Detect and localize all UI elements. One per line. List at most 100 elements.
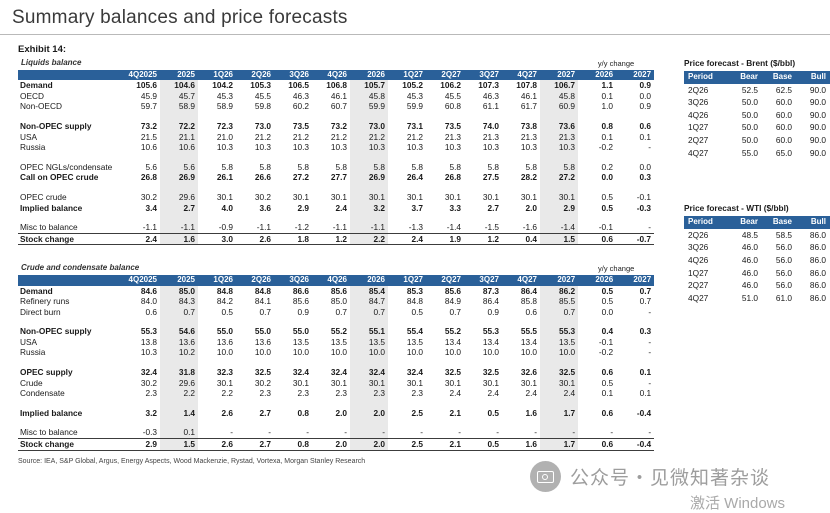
crude-balance-value-cell: 2.0 [312,438,350,451]
crude-balance-row: Refinery runs 84.0 84.3 84.2 84.1 85.6 85.0 84.… [18,296,654,307]
crude-balance-spacer-cell [426,358,464,367]
crude-balance-value-cell: 13.6 [216,336,233,347]
liquids-balance-col-header: 2Q27 [426,69,464,81]
liquids-balance-col-header: 2025 [160,69,198,81]
crude-balance-value-cell: 2.3 [335,388,347,399]
crude-balance-value-cell: 10.0 [292,347,309,358]
liquids-balance-spacer-cell [274,213,312,222]
liquids-balance-value-cell: 2.6 [236,232,274,246]
crude-balance-spacer-cell [502,358,540,367]
crude-balance-spacer-cell [578,418,616,427]
liquids-balance-value-cell: 105.3 [250,80,271,91]
liquids-balance-value-cell: 21.2 [330,131,347,142]
crude-balance-value-cell: 2.4 [487,388,499,399]
crude-balance-col-header: 4Q27 [502,274,540,286]
liquids-balance-spacer-cell [426,213,464,222]
crude-balance-value-cell: 13.6 [254,336,271,347]
crude-balance-value-cell: - [344,427,347,438]
brent-forecast-value-cell: 62.5 [775,84,792,95]
liquids-balance-value-cell: 46.1 [330,90,347,101]
wti-forecast-row: 3Q26 46.0 56.0 86.0 [684,241,830,254]
crude-balance-value-cell: 1.4 [160,407,198,419]
crude-balance-value-cell: 0.5 [464,438,502,451]
liquids-balance-value-cell: 21.2 [254,131,271,142]
liquids-balance-value-cell: 10.3 [216,142,233,153]
crude-balance-value-cell: 0.5 [487,407,499,418]
brent-forecast-value-cell: 90.0 [809,134,826,145]
liquids-balance-value-cell: 5.8 [221,161,233,172]
liquids-balance-spacer-cell [160,213,198,223]
crude-balance-spacer-cell [122,358,160,367]
brent-forecast-value-cell: 50.0 [741,97,758,108]
liquids-balance-value-cell: 74.0 [482,120,499,131]
windows-activation-watermark: 激活 Windows [690,495,786,512]
brent-forecast-period-cell: 2Q26 [688,84,709,95]
liquids-balance-value-cell: 46.3 [292,90,309,101]
liquids-balance-col-header: 2026 [578,69,617,81]
liquids-balance-value-cell: 45.3 [216,90,233,101]
crude-balance-spacer-cell [312,358,350,367]
liquids-balance-row: Non-OPEC supply 73.2 72.2 72.3 73.0 73.5 73.2 7… [18,120,654,132]
crude-balance-row: Direct burn 0.6 0.7 0.5 0.7 0.9 0.7 0.7 0.5 0.7 0.… [18,306,654,318]
liquids-balance-value-cell: 4.0 [221,202,233,213]
brent-forecast-period-cell: 1Q27 [688,122,709,133]
liquids-balance-value-cell: 5.8 [449,161,461,172]
liquids-balance-value-cell: 5.8 [525,161,537,172]
liquids-balance-value-cell: - [648,142,652,153]
crude-balance-value-cell: 84.7 [350,296,388,307]
crude-balance-row-label: Condensate [20,388,65,399]
liquids-balance-value-cell: 5.8 [297,161,309,172]
liquids-balance-value-cell: 10.3 [330,142,347,153]
liquids-balance-row-label: Demand [20,80,53,91]
brent-forecast-col-header: Base [762,71,796,84]
liquids-balance-value-cell: 30.1 [540,191,579,203]
crude-balance-value-cell: 0.1 [639,367,652,378]
liquids-balance-spacer-cell [198,213,236,222]
liquids-balance-value-cell: 30.1 [350,191,388,203]
wti-forecast-value-cell: 86.0 [809,242,826,253]
crude-balance-spacer-cell [274,317,312,326]
liquids-balance-spacer-cell [464,183,502,192]
crude-balance-value-cell: 10.0 [540,347,579,359]
crude-balance-value-cell: 0.6 [525,306,537,317]
crude-balance-value-cell: 0.8 [297,407,309,418]
liquids-balance-value-cell: 72.3 [216,120,233,131]
liquids-balance-value-cell: -1.1 [142,222,157,233]
liquids-balance-value-cell: 1.2 [312,232,350,246]
crude-balance-value-cell: 84.8 [254,285,271,296]
crude-balance-row: Implied balance 3.2 1.4 2.6 2.7 0.8 2.0 2.0 2.5 2… [18,407,654,419]
crude-balance-value-cell: 1.7 [540,438,579,451]
liquids-balance-value-cell: 10.3 [406,142,423,153]
liquids-balance-value-cell: 0.0 [639,90,652,101]
liquids-balance-value-cell: 30.1 [444,191,461,202]
crude-balance-value-cell: 31.8 [160,367,198,378]
liquids-balance-value-cell: 27.5 [482,172,499,183]
crude-balance-spacer-cell [160,317,198,327]
crude-balance-value-cell: 32.3 [216,367,233,378]
crude-balance-value-cell: 0.7 [540,306,579,318]
liquids-balance-spacer-cell [578,183,616,192]
liquids-balance-value-cell: 107.8 [516,80,537,91]
brent-forecast-row: 1Q27 50.0 60.0 90.0 [684,121,830,134]
exhibit-label: Exhibit 14: [18,44,67,55]
crude-balance-value-cell: 0.7 [449,306,461,317]
source-note: Source: IEA, S&P Global, Argus, Energy A… [18,457,366,465]
brent-forecast-period-cell: 4Q26 [688,109,709,120]
crude-balance-spacer-cell [312,317,350,326]
liquids-balance-value-cell: 0.0 [639,161,652,172]
wti-forecast-period-cell: 1Q27 [688,267,709,278]
crude-balance-value-cell: 30.1 [520,377,537,388]
liquids-balance-value-cell: 1.6 [160,232,198,246]
liquids-balance-value-cell: 27.2 [540,172,579,183]
liquids-balance-value-cell: 45.8 [350,90,388,102]
liquids-balance-value-cell: 21.1 [160,131,198,143]
crude-balance-table: Crude and condensate balance y/y change 4Q… [18,263,655,451]
wti-forecast-row: 4Q26 46.0 56.0 86.0 [684,254,830,267]
crude-balance-value-cell: 32.4 [406,367,423,378]
liquids-balance-value-cell: 2.4 [335,202,347,213]
liquids-balance-value-cell: 2.7 [160,202,198,214]
crude-balance-row-label: Demand [20,285,53,296]
brent-forecast-row: 3Q26 50.0 60.0 90.0 [684,96,830,109]
brent-forecast-row: 4Q27 55.0 65.0 90.0 [684,147,830,160]
crude-balance-spacer-cell [18,358,122,367]
